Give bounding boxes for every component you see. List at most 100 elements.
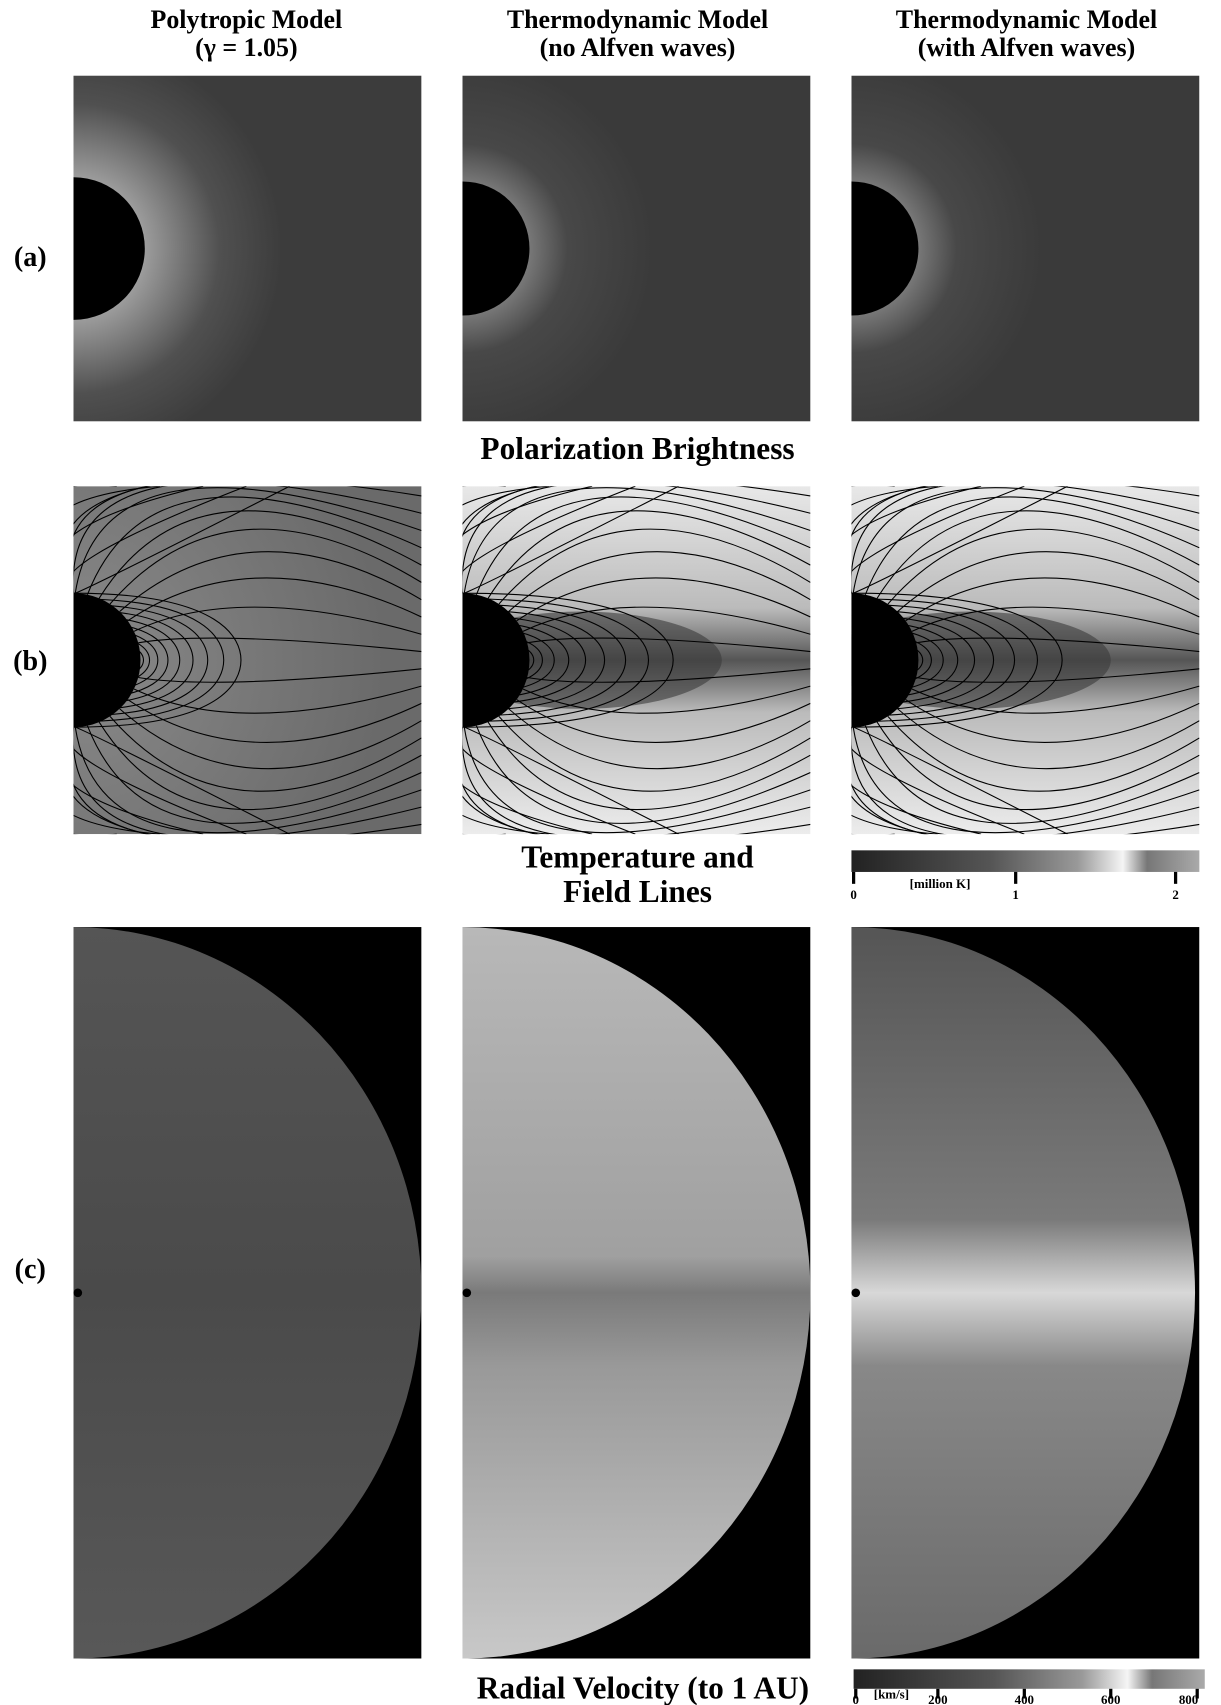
field-line — [109, 528, 422, 605]
panel — [462, 486, 811, 835]
solution-domain — [851, 927, 1195, 1659]
column-subtitle: (no Alfven waves) — [540, 33, 736, 62]
field-line — [516, 577, 811, 622]
field-line — [119, 551, 422, 612]
sun-disk — [73, 593, 141, 728]
panel — [851, 75, 1200, 422]
panel — [73, 75, 422, 422]
field-line — [851, 486, 1200, 594]
row-label: (c) — [15, 1254, 46, 1285]
colorbar-label: 0 — [853, 1692, 859, 1705]
sun-disk — [851, 181, 919, 316]
field-line — [916, 637, 1200, 653]
field-line — [73, 727, 160, 835]
column-title: Polytropic Model — [151, 5, 343, 34]
field-line — [462, 603, 627, 717]
streamer — [851, 611, 1111, 709]
panel — [851, 927, 1200, 1659]
field-line — [463, 727, 811, 834]
field-line — [98, 721, 422, 811]
velocity-colorbar: 0 200 400 600 800 [km/s] — [853, 1669, 1205, 1705]
panel — [462, 75, 811, 422]
field-line — [851, 486, 938, 594]
field-line — [911, 685, 1200, 714]
temperature-colorbar: 0 1 2 [million K] — [850, 850, 1200, 902]
field-line — [462, 592, 674, 728]
field-line — [851, 727, 1025, 835]
column-subtitle: (with Alfven waves) — [918, 33, 1135, 62]
colorbar — [853, 1669, 1205, 1689]
row-caption: Field Lines — [563, 874, 712, 909]
colorbar-label: 1 — [1012, 887, 1018, 902]
field-line — [462, 727, 593, 835]
field-line — [487, 721, 811, 811]
streamer — [462, 611, 722, 709]
field-line — [74, 727, 422, 834]
field-line — [127, 699, 422, 743]
colorbar-label: 2 — [1172, 887, 1178, 902]
field-line — [851, 598, 1038, 723]
column-title: Thermodynamic Model — [896, 5, 1157, 34]
field-line — [498, 716, 811, 792]
field-line — [851, 603, 1016, 717]
panel — [462, 927, 811, 1659]
field-line — [462, 486, 593, 594]
field-line — [462, 620, 570, 700]
field-line — [522, 606, 811, 635]
colorbar — [851, 850, 1200, 872]
field-line — [73, 486, 247, 594]
field-line — [851, 727, 1200, 835]
colorbar-unit: [km/s] — [874, 1687, 909, 1702]
field-line — [462, 727, 636, 835]
field-line — [851, 486, 1025, 594]
field-line — [851, 620, 959, 700]
field-line — [851, 727, 938, 835]
solution-domain — [462, 927, 811, 1659]
field-line — [98, 510, 422, 599]
field-line — [462, 727, 549, 835]
field-line — [527, 637, 811, 653]
field-line — [897, 708, 1200, 770]
field-line — [851, 609, 995, 711]
field-line — [462, 727, 540, 835]
field-line — [475, 725, 811, 824]
field-line — [887, 528, 1200, 605]
field-line — [462, 486, 540, 594]
colorbar-label: 800 — [1179, 1692, 1198, 1705]
colorbar-label: 200 — [928, 1692, 947, 1705]
field-line — [462, 598, 650, 723]
field-line — [851, 486, 929, 594]
field-line — [109, 716, 422, 792]
field-line — [864, 725, 1200, 824]
field-line — [462, 727, 811, 835]
field-line — [876, 721, 1200, 811]
field-line — [887, 716, 1200, 792]
row-caption: Temperature and — [521, 840, 754, 875]
field-line — [463, 487, 811, 594]
field-line — [73, 603, 209, 717]
sun-disk — [462, 593, 530, 728]
sun-disk — [851, 1288, 861, 1298]
sun-disk — [462, 181, 530, 316]
field-line — [73, 609, 194, 711]
colorbar-label: 600 — [1101, 1692, 1120, 1705]
row-caption: Polarization Brightness — [480, 431, 794, 466]
field-line — [508, 551, 811, 612]
field-line — [851, 727, 929, 835]
panel — [73, 486, 422, 835]
field-line — [522, 685, 811, 714]
field-line — [73, 727, 247, 835]
field-line — [897, 551, 1200, 612]
field-line — [73, 592, 242, 728]
field-line — [74, 487, 422, 594]
panel — [73, 927, 422, 1659]
field-line — [138, 668, 422, 683]
field-line — [462, 609, 606, 711]
field-line — [527, 668, 811, 683]
field-line — [73, 727, 422, 835]
field-line — [876, 510, 1200, 599]
colorbar-label: 0 — [850, 887, 856, 902]
field-line — [851, 727, 982, 835]
